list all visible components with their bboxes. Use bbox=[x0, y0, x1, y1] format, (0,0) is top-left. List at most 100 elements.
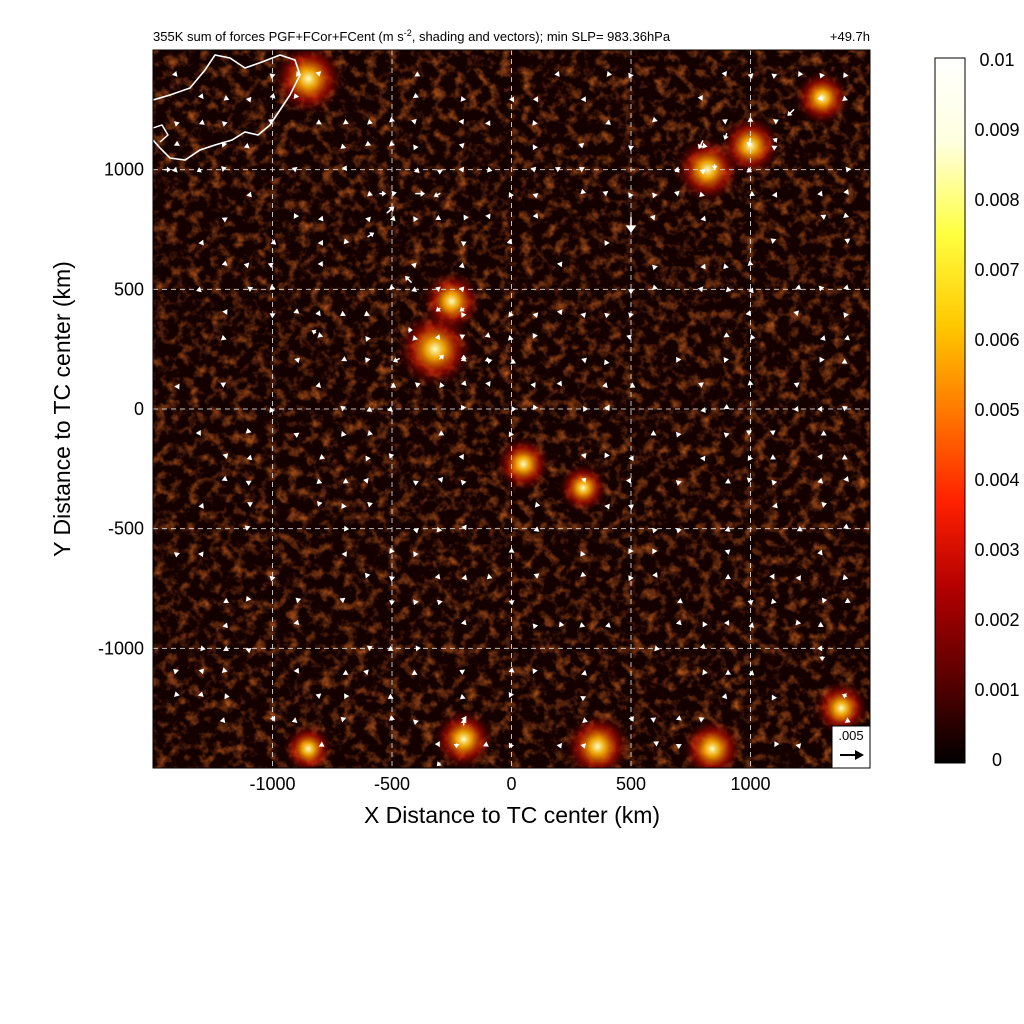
small-vector bbox=[769, 573, 775, 580]
small-vector bbox=[415, 645, 421, 652]
small-vector bbox=[532, 312, 539, 319]
small-vector bbox=[458, 142, 465, 149]
small-vector bbox=[460, 619, 467, 626]
y-axis-label: Y Distance to TC center (km) bbox=[49, 261, 75, 557]
small-vector bbox=[675, 715, 682, 721]
small-vector bbox=[580, 96, 586, 103]
colorbar-tick-label: 0.01 bbox=[979, 50, 1014, 70]
small-vector bbox=[843, 189, 849, 195]
small-vector bbox=[295, 597, 302, 604]
small-vector bbox=[196, 286, 202, 293]
small-vector bbox=[723, 432, 730, 438]
small-vector bbox=[342, 119, 349, 125]
hotspot bbox=[682, 718, 743, 768]
small-vector bbox=[367, 118, 373, 125]
small-vector bbox=[340, 405, 347, 412]
small-vector bbox=[270, 239, 277, 245]
small-vector bbox=[723, 620, 730, 626]
small-vector bbox=[269, 313, 276, 319]
force-vector-shaft bbox=[367, 234, 372, 238]
small-vector bbox=[291, 717, 298, 723]
small-vector bbox=[843, 523, 850, 529]
force-vector-shaft bbox=[438, 307, 441, 310]
small-vector bbox=[556, 309, 563, 316]
small-vector bbox=[220, 334, 227, 341]
small-vector bbox=[458, 286, 465, 293]
small-vector bbox=[389, 600, 395, 606]
small-vector bbox=[793, 406, 799, 412]
small-vector bbox=[508, 692, 514, 698]
small-vector bbox=[843, 212, 850, 219]
small-vector bbox=[317, 239, 323, 246]
small-vector bbox=[436, 599, 443, 606]
force-vector-head bbox=[420, 190, 426, 197]
small-vector bbox=[340, 310, 346, 317]
force-vector-head bbox=[460, 354, 467, 359]
small-vector bbox=[748, 622, 755, 628]
small-vector bbox=[746, 167, 753, 173]
small-vector bbox=[389, 284, 395, 290]
force-vector-head bbox=[787, 110, 793, 116]
small-vector bbox=[269, 93, 276, 99]
small-vector bbox=[774, 741, 780, 748]
force-vector-head bbox=[581, 477, 587, 483]
small-vector bbox=[818, 285, 825, 292]
small-vector bbox=[458, 453, 464, 460]
small-vector bbox=[532, 623, 539, 630]
small-vector bbox=[247, 502, 253, 508]
small-vector bbox=[341, 431, 347, 437]
reference-vector-frame bbox=[831, 725, 871, 769]
small-vector bbox=[530, 382, 536, 389]
small-vector bbox=[435, 286, 441, 293]
small-vector bbox=[699, 455, 706, 462]
small-vector bbox=[411, 262, 417, 269]
small-vector bbox=[414, 71, 421, 77]
small-vector bbox=[436, 169, 443, 175]
small-vector bbox=[389, 576, 395, 582]
x-axis-label: X Distance to TC center (km) bbox=[364, 802, 660, 828]
small-vector bbox=[507, 334, 514, 341]
small-vector bbox=[675, 743, 682, 750]
small-vector bbox=[508, 600, 515, 606]
small-vector bbox=[315, 693, 322, 700]
small-vector bbox=[318, 741, 325, 747]
small-vector bbox=[343, 525, 350, 532]
small-vector bbox=[605, 622, 611, 628]
hotspot bbox=[814, 680, 869, 736]
small-vector bbox=[842, 95, 848, 102]
small-vector bbox=[675, 619, 682, 626]
small-vector bbox=[245, 428, 252, 434]
small-vector bbox=[508, 547, 515, 553]
reference-vector-label: .005 bbox=[838, 728, 863, 743]
small-vector bbox=[819, 72, 825, 79]
small-vector bbox=[532, 119, 538, 126]
small-vector bbox=[820, 430, 827, 436]
colorbar-tick-label: 0.001 bbox=[974, 680, 1019, 700]
small-vector bbox=[413, 216, 419, 222]
small-vector bbox=[771, 191, 778, 198]
small-vector bbox=[485, 381, 491, 387]
small-vector bbox=[317, 500, 323, 507]
plot-area bbox=[153, 50, 870, 768]
small-vector bbox=[458, 262, 465, 269]
small-vector bbox=[817, 549, 823, 556]
colorbar-tick-label: 0.008 bbox=[974, 190, 1019, 210]
small-vector bbox=[746, 477, 753, 484]
small-vector bbox=[582, 717, 588, 723]
plot-frame bbox=[152, 49, 871, 769]
small-vector bbox=[387, 645, 394, 651]
small-vector bbox=[172, 166, 178, 173]
small-vector bbox=[532, 212, 539, 219]
force-vector-head bbox=[746, 141, 753, 147]
small-vector bbox=[604, 404, 610, 411]
small-vector bbox=[363, 669, 369, 676]
y-tick-labels: 1000 500 0 -500 -1000 bbox=[98, 160, 144, 659]
small-vector bbox=[793, 310, 800, 317]
small-vector bbox=[173, 140, 180, 146]
small-vector bbox=[817, 94, 823, 101]
small-vector bbox=[530, 166, 537, 173]
small-vector bbox=[817, 453, 823, 460]
small-vector bbox=[725, 478, 731, 484]
small-vector bbox=[725, 286, 732, 293]
small-vector bbox=[628, 72, 634, 79]
